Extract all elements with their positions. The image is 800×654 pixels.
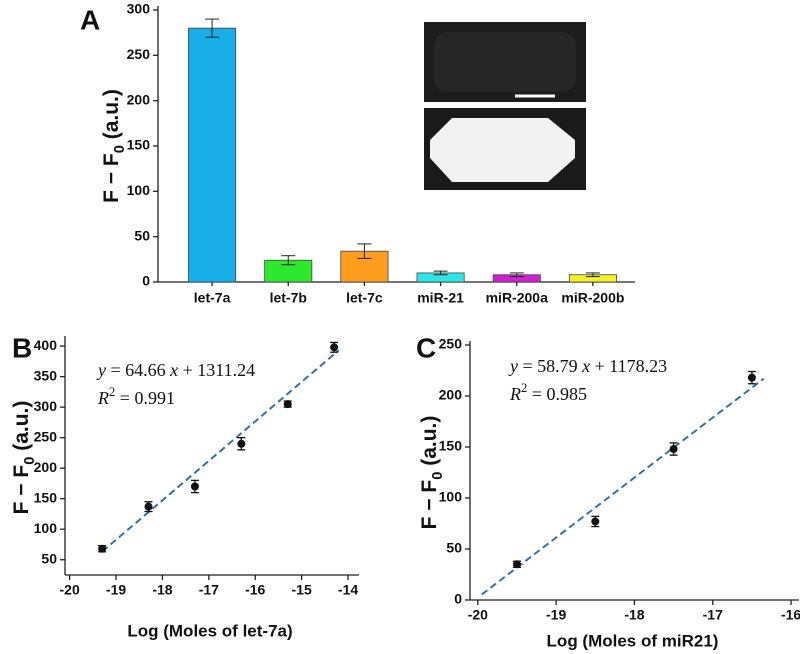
y-tick-label: 100 (127, 182, 151, 198)
x-tick-label: -20 (60, 582, 80, 598)
x-axis-label: Log (Moles of miR21) (547, 631, 719, 650)
y-tick-label: 200 (127, 91, 151, 107)
bar (188, 27, 237, 283)
fit-line (101, 349, 340, 553)
x-tick-label: -18 (624, 607, 644, 623)
x-tick-label: let-7a (194, 290, 231, 306)
y-tick-label: 200 (34, 459, 58, 475)
x-tick-label: -15 (292, 582, 312, 598)
panel-label: A (80, 4, 100, 35)
fit-line (481, 377, 765, 596)
y-tick-label: 50 (134, 227, 150, 243)
label-part: F − F (100, 153, 123, 203)
x-tick-label: -16 (781, 607, 800, 623)
label-part: y (96, 360, 106, 380)
data-point (747, 373, 756, 382)
label-part: = 0.991 (115, 388, 175, 408)
inset-images (424, 22, 586, 190)
x-tick-label: -17 (703, 607, 723, 623)
data-point (330, 343, 339, 352)
data-point (669, 445, 678, 454)
label-part: 2 (109, 385, 115, 399)
y-tick-label: 200 (439, 387, 463, 403)
equation: R2 = 0.991 (97, 385, 175, 408)
y-tick-label: 50 (41, 550, 57, 566)
data-point (190, 482, 199, 491)
label-part: R (509, 384, 521, 404)
label-part: y (508, 356, 518, 376)
inset-dark-channel (434, 32, 576, 92)
label-part: = 64.66 (106, 360, 170, 380)
equation: R2 = 0.985 (509, 381, 587, 404)
label-part: + 1311.24 (178, 360, 255, 380)
label-part: (a.u.) (418, 416, 441, 472)
x-tick-label: miR-200a (486, 290, 548, 306)
label-part: = 58.79 (518, 356, 582, 376)
label-part: 0 (112, 145, 128, 153)
data-point (512, 560, 521, 569)
label-part: R (97, 388, 109, 408)
x-tick-label: -18 (152, 582, 172, 598)
inset-bright-channel (430, 118, 575, 182)
y-tick-label: 250 (439, 336, 463, 352)
x-axis-label: Log (Moles of let-7a) (127, 621, 292, 640)
x-tick-label: miR-200b (561, 290, 624, 306)
panel-label: B (12, 332, 32, 363)
y-tick-label: 150 (127, 137, 151, 153)
y-tick-label: 300 (127, 1, 151, 17)
y-axis-label: F − F0 (a.u.) (10, 401, 38, 515)
data-point (144, 502, 153, 511)
y-tick-label: 0 (454, 591, 462, 607)
label-part: F − F (10, 465, 33, 515)
data-point (98, 544, 107, 553)
y-tick-label: 250 (127, 46, 151, 62)
y-axis-label: F − F0 (a.u.) (100, 89, 128, 203)
label-part: (a.u.) (10, 401, 33, 457)
equation: y = 64.66 x + 1311.24 (96, 360, 255, 380)
data-point (591, 517, 600, 526)
x-tick-label: -19 (106, 582, 126, 598)
data-point (237, 439, 246, 448)
label-part: 0 (22, 457, 38, 465)
x-tick-label: let-7c (346, 290, 383, 306)
x-tick-label: -17 (199, 582, 219, 598)
y-tick-label: 300 (34, 398, 58, 414)
x-tick-label: miR-21 (417, 290, 464, 306)
y-tick-label: 100 (439, 489, 463, 505)
label-part: x (169, 360, 178, 380)
y-tick-label: 0 (142, 273, 150, 289)
data-point (283, 400, 292, 409)
y-tick-label: 250 (34, 428, 58, 444)
label-part: F − F (418, 480, 441, 530)
y-axis-label: F − F0 (a.u.) (418, 416, 446, 530)
label-part: = 0.985 (527, 384, 587, 404)
label-part: 0 (430, 472, 446, 480)
x-tick-label: let-7b (270, 290, 307, 306)
x-tick-label: -19 (546, 607, 566, 623)
label-part: x (581, 356, 590, 376)
equation: y = 58.79 x + 1178.23 (508, 356, 667, 376)
y-tick-label: 150 (439, 438, 463, 454)
x-tick-label: -14 (338, 582, 358, 598)
panel-label: C (416, 332, 436, 363)
x-tick-label: -16 (245, 582, 265, 598)
x-tick-label: -20 (468, 607, 488, 623)
label-part: 2 (521, 381, 527, 395)
y-tick-label: 400 (34, 337, 58, 353)
y-tick-label: 150 (34, 489, 58, 505)
y-tick-label: 350 (34, 367, 58, 383)
y-tick-label: 100 (34, 520, 58, 536)
label-part: + 1178.23 (590, 356, 667, 376)
label-part: (a.u.) (100, 89, 123, 145)
y-tick-label: 50 (446, 540, 462, 556)
